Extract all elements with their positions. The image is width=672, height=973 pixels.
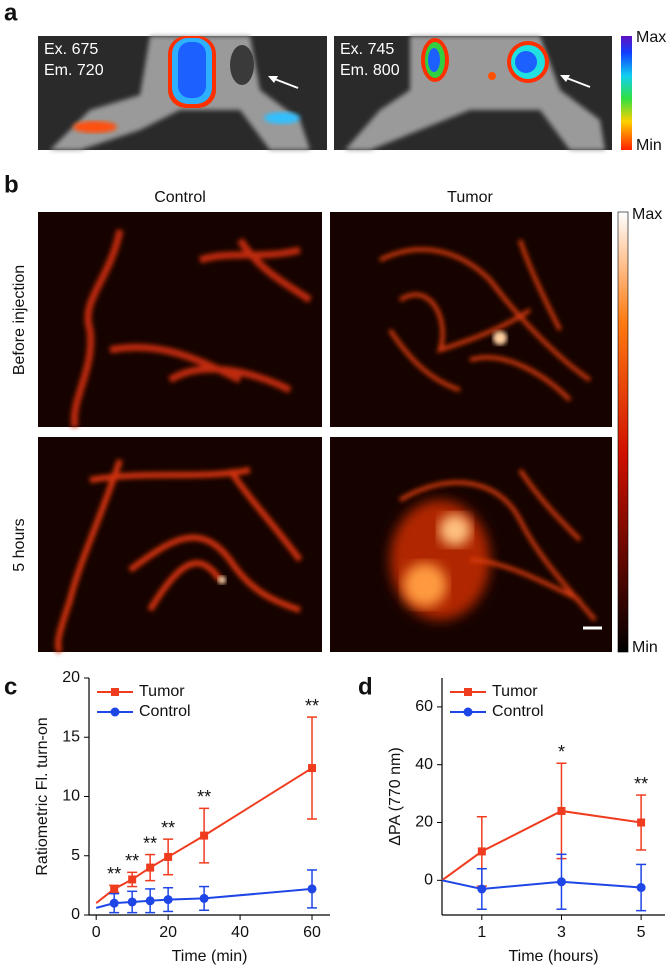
significance: ** <box>143 833 157 853</box>
significance: ** <box>107 864 121 884</box>
marker <box>477 847 486 856</box>
marker <box>308 764 317 773</box>
marker <box>556 877 566 887</box>
x-tick-label: 1 <box>477 924 486 941</box>
mouse-image-left <box>38 36 327 150</box>
panel-label: d <box>358 673 373 700</box>
series-line <box>441 879 642 890</box>
significance: ** <box>161 818 175 838</box>
photoacoustic-image <box>330 437 612 652</box>
legend-marker <box>111 688 119 696</box>
marker <box>477 884 487 894</box>
colorbar-max: Max <box>632 206 662 223</box>
colorbar-max: Max <box>636 29 666 46</box>
colorbar-min: Min <box>632 639 658 656</box>
legend-label: Tumor <box>139 683 185 700</box>
significance: ** <box>305 696 319 716</box>
legend-marker <box>464 688 472 696</box>
marker <box>128 875 137 884</box>
excitation-label: Ex. 675 <box>44 41 98 58</box>
marker <box>200 831 209 840</box>
y-tick-label: 0 <box>71 906 80 923</box>
panel-label: b <box>4 171 19 198</box>
legend-marker <box>463 707 473 717</box>
significance: * <box>558 742 565 762</box>
x-tick-label: 0 <box>92 924 101 941</box>
y-tick-label: 40 <box>415 756 433 773</box>
significance: ** <box>125 851 139 871</box>
x-tick-label: 60 <box>303 924 321 941</box>
y-axis-label: Ratiometric Fl. turn-on <box>34 717 51 875</box>
marker <box>164 852 173 861</box>
legend-label: Control <box>139 703 191 720</box>
marker <box>109 898 119 908</box>
x-tick-label: 5 <box>637 924 646 941</box>
photoacoustic-image <box>38 212 322 428</box>
colorbar <box>621 36 632 150</box>
row-label: 5 hours <box>11 518 28 571</box>
column-label: Tumor <box>447 189 493 206</box>
colorbar-min: Min <box>636 137 662 154</box>
panel-label: a <box>4 0 18 26</box>
y-tick-label: 10 <box>62 788 80 805</box>
y-tick-label: 15 <box>62 728 80 745</box>
emission-label: Em. 720 <box>44 62 104 79</box>
legend-label: Tumor <box>492 683 538 700</box>
y-tick-label: 20 <box>62 669 80 686</box>
excitation-label: Ex. 745 <box>340 41 394 58</box>
marker <box>145 896 155 906</box>
legend-marker <box>110 707 120 717</box>
marker <box>127 897 137 907</box>
x-tick-label: 40 <box>231 924 249 941</box>
row-label: Before injection <box>11 265 28 375</box>
mouse-image-right <box>334 36 612 150</box>
legend-label: Control <box>492 703 544 720</box>
x-axis-label: Time (hours) <box>508 948 598 965</box>
marker <box>199 893 209 903</box>
y-tick-label: 60 <box>415 698 433 715</box>
significance: ** <box>197 787 211 807</box>
y-tick-label: 0 <box>424 872 433 889</box>
x-tick-label: 3 <box>557 924 566 941</box>
marker <box>307 884 317 894</box>
significance: ** <box>634 774 648 794</box>
marker <box>146 863 155 872</box>
photoacoustic-image <box>330 212 612 427</box>
photoacoustic-image <box>38 437 322 654</box>
marker <box>636 883 646 893</box>
marker <box>557 806 566 815</box>
y-axis-label: ΔPA (770 nm) <box>387 747 404 845</box>
panel-label: c <box>4 673 17 700</box>
marker <box>163 895 173 905</box>
x-tick-label: 20 <box>159 924 177 941</box>
y-tick-label: 5 <box>71 847 80 864</box>
y-tick-label: 20 <box>415 814 433 831</box>
colorbar <box>617 211 629 653</box>
marker <box>637 818 646 827</box>
x-axis-label: Time (min) <box>172 948 248 965</box>
emission-label: Em. 800 <box>340 62 400 79</box>
series-line <box>441 809 642 882</box>
column-label: Control <box>154 189 206 206</box>
marker <box>110 884 119 893</box>
